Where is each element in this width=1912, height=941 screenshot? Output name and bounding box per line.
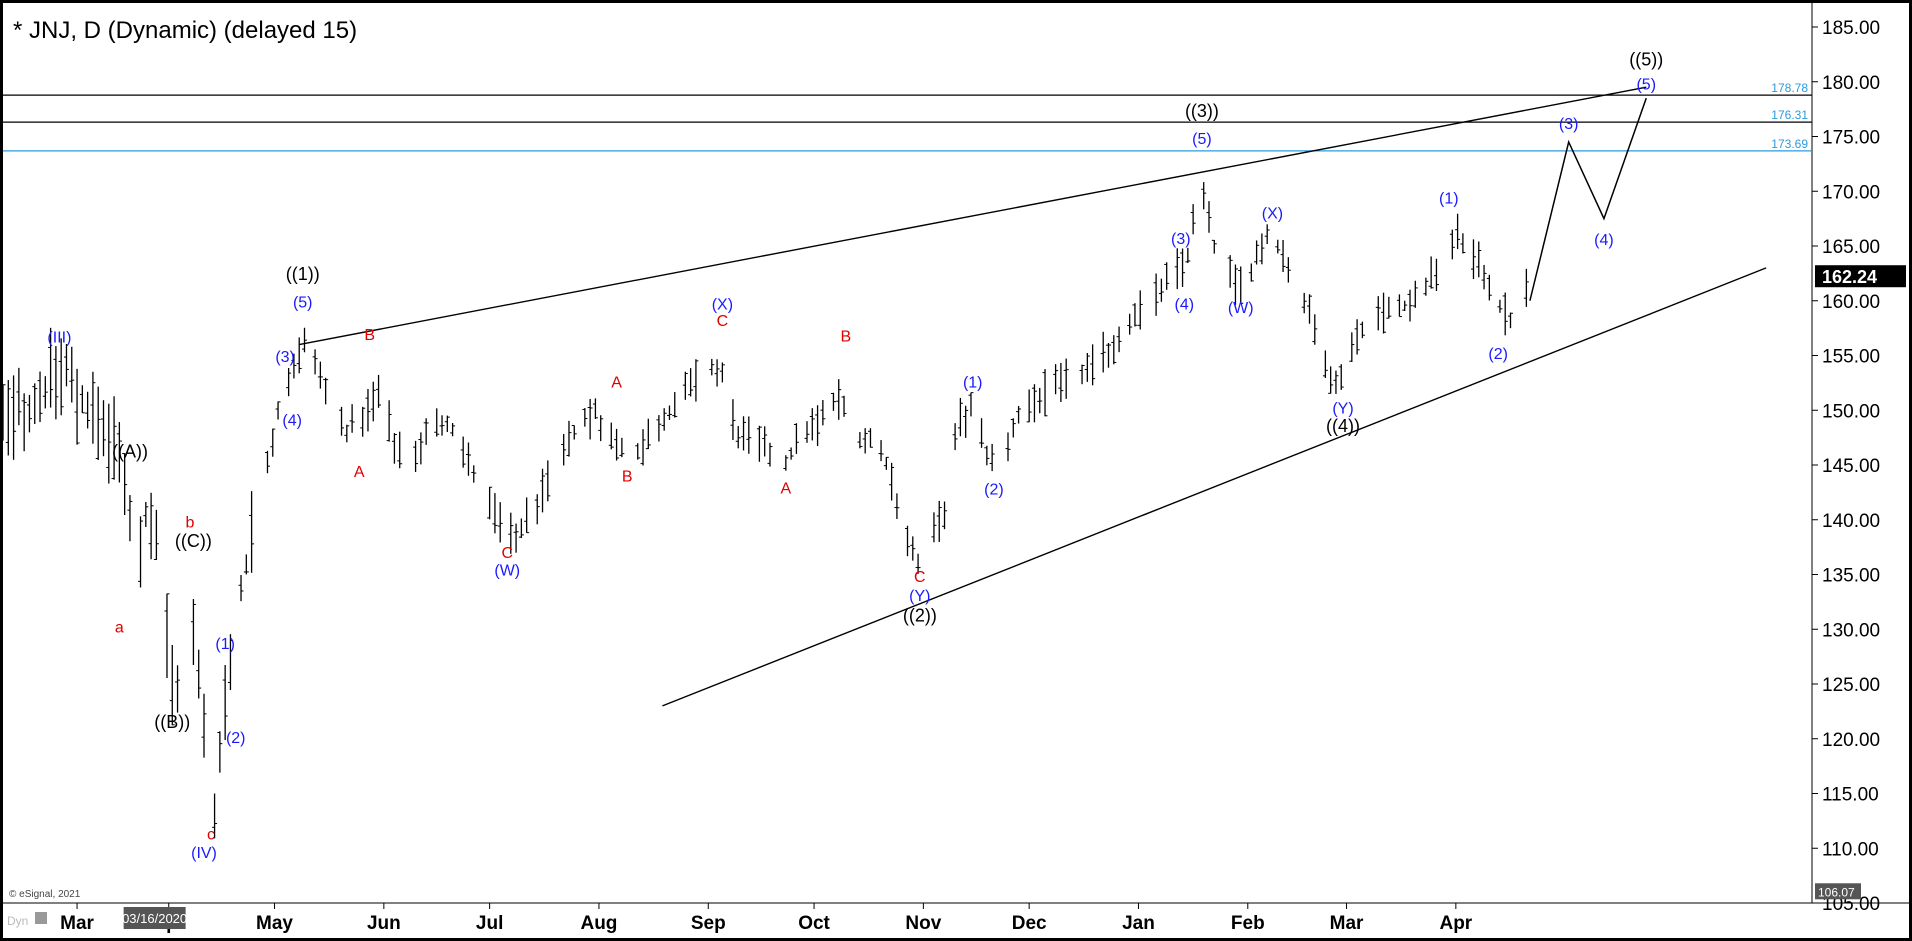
wave-label: (3): [1559, 116, 1579, 133]
wave-label: (1): [1439, 190, 1459, 207]
y-tick-label: 185.00: [1822, 18, 1880, 39]
x-tick-label: Sep: [691, 913, 726, 934]
x-tick-label: May: [256, 913, 293, 934]
y-tick-label: 115.00: [1822, 785, 1879, 806]
low-badge: [1815, 883, 1861, 900]
wave-label: A: [781, 480, 792, 497]
wave-label: (1): [215, 636, 235, 653]
y-tick-label: 170.00: [1822, 182, 1880, 203]
copyright-text: © eSignal, 2021: [9, 889, 81, 900]
wave-label: (X): [712, 297, 733, 314]
wave-label: (2): [226, 730, 246, 747]
wave-label: (2): [1488, 346, 1508, 363]
wave-label: b: [185, 514, 194, 531]
x-tick-label: Aug: [580, 913, 617, 934]
wave-label: (W): [494, 563, 520, 580]
y-tick-label: 110.00: [1822, 839, 1879, 860]
x-tick-label: Oct: [798, 913, 830, 934]
wave-label: (W): [1228, 300, 1254, 317]
y-tick-label: 160.00: [1822, 292, 1880, 313]
wave-label: ((2)): [903, 606, 937, 626]
wave-label: B: [840, 328, 851, 345]
wave-label: (X): [1262, 206, 1283, 223]
wave-label: (III): [47, 329, 71, 346]
y-tick-label: 135.00: [1822, 566, 1880, 587]
x-tick-label: Jul: [476, 913, 503, 934]
y-tick-label: 125.00: [1822, 675, 1880, 696]
wave-label: c: [207, 826, 215, 843]
wave-label: (4): [1594, 232, 1614, 249]
y-tick-label: 145.00: [1822, 456, 1880, 477]
wave-label: ((1)): [286, 264, 320, 284]
current-price-badge: [1815, 265, 1906, 288]
wave-label: C: [717, 313, 729, 330]
low-label: 106.07: [1818, 885, 1855, 899]
y-tick-label: 150.00: [1822, 401, 1880, 422]
y-tick-label: 175.00: [1822, 128, 1880, 149]
x-tick-label: Mar: [60, 913, 94, 934]
plot-area: 185.00 180.00 175.00 170.00 165.00 160.00 155.…: [3, 3, 1909, 938]
wave-label: B: [364, 327, 375, 344]
wave-label: (2): [984, 482, 1004, 499]
y-tick-label: 140.00: [1822, 511, 1880, 532]
trendline: [299, 86, 1647, 346]
wave-label: (5): [1636, 76, 1656, 93]
wave-label: C: [914, 569, 926, 586]
x-tick-label: Jan: [1122, 913, 1155, 934]
x-tick-label: Mar: [1330, 913, 1364, 934]
y-tick-label: 165.00: [1822, 237, 1880, 258]
fib-level-label: 176.31: [1771, 108, 1808, 122]
corner-label: Dyn: [7, 914, 28, 928]
wave-label: (5): [1192, 131, 1212, 148]
wave-label: (4): [282, 413, 302, 430]
wave-label: ((3)): [1185, 101, 1219, 121]
current-price: 162.24: [1822, 267, 1877, 287]
wave-label: (3): [1171, 231, 1191, 248]
date-marker: 03/16/2020: [122, 911, 187, 926]
x-tick-label: Apr: [1439, 913, 1472, 934]
wave-label: (5): [293, 294, 313, 311]
wave-label: (IV): [191, 845, 217, 862]
y-tick-label: 180.00: [1822, 73, 1880, 94]
x-tick-label: Dec: [1012, 913, 1047, 934]
wave-label: A: [611, 374, 622, 391]
chart-title: * JNJ, D (Dynamic) (delayed 15): [13, 17, 358, 44]
wave-label: C: [501, 545, 513, 562]
wave-label: ((4)): [1326, 416, 1360, 436]
price-chart[interactable]: 185.00 180.00 175.00 170.00 165.00 160.00 155.…: [3, 3, 1909, 938]
wave-label: ((A)): [112, 441, 148, 461]
wave-label: (4): [1175, 297, 1195, 314]
projection-path: [1529, 97, 1647, 301]
fib-level-label: 178.78: [1771, 81, 1808, 95]
wave-label: A: [354, 464, 365, 481]
wave-label: a: [115, 620, 124, 637]
y-tick-label: 155.00: [1822, 347, 1880, 368]
x-tick-label: Nov: [905, 913, 941, 934]
x-tick-label: Feb: [1231, 913, 1265, 934]
y-tick-label: 130.00: [1822, 620, 1880, 641]
x-tick-label: Jun: [367, 913, 401, 934]
wave-label: ((C)): [175, 531, 212, 551]
trendline: [662, 267, 1767, 707]
wave-label: ((5)): [1629, 49, 1663, 69]
wave-label: (1): [963, 374, 983, 391]
wave-label: (3): [275, 349, 295, 366]
wave-label: (Y): [909, 588, 930, 605]
date-marker-box: [123, 907, 186, 929]
wave-label: B: [622, 468, 633, 485]
y-tick-label: 120.00: [1822, 730, 1880, 751]
wave-label: ((B)): [154, 712, 190, 732]
wave-label: (Y): [1332, 401, 1353, 418]
corner-icon: [35, 912, 47, 924]
fib-level-label: 173.69: [1771, 137, 1808, 151]
